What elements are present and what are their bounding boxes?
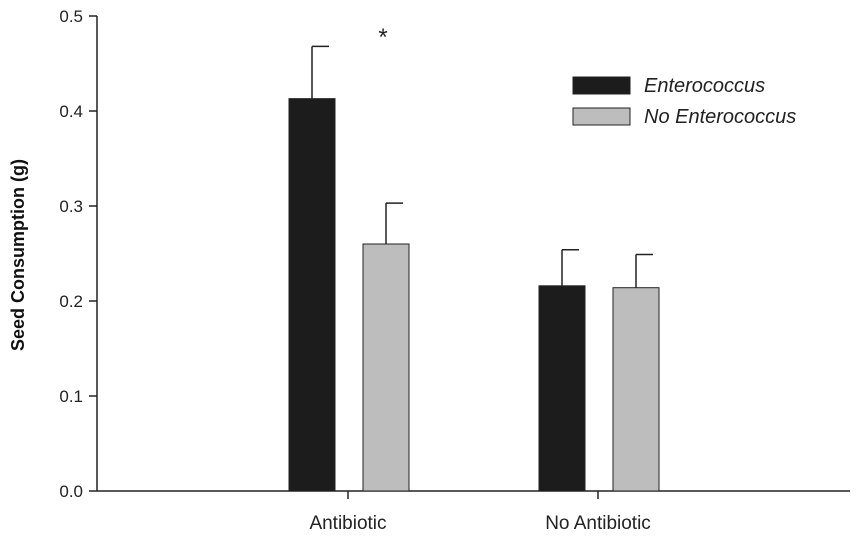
legend: Enterococcus No Enterococcus: [572, 75, 796, 128]
bar-enterococcus-no-antibiotic: [538, 285, 586, 492]
bar-no-enterococcus-antibiotic: [362, 243, 410, 492]
x-tick-label: Antibiotic: [309, 513, 386, 534]
x-tick-label: No Antibiotic: [545, 513, 651, 534]
y-tick-label: 0.3: [59, 197, 83, 216]
y-axis-title: Seed Consumption (g): [8, 159, 28, 351]
legend-swatch: [572, 76, 631, 95]
y-tick-label: 0.4: [59, 102, 83, 121]
axes: 0.0 0.1 0.2 0.3 0.4 0.5 Antibiotic No Antibioti…: [59, 7, 850, 534]
y-tick-label: 0.1: [59, 387, 83, 406]
y-tick-label: 0.0: [59, 482, 83, 501]
bar-no-enterococcus-no-antibiotic: [612, 287, 660, 492]
y-tick-label: 0.2: [59, 292, 83, 311]
bars: [288, 45, 660, 492]
legend-label: Enterococcus: [644, 75, 765, 97]
legend-label: No Enterococcus: [644, 106, 796, 128]
legend-swatch: [572, 107, 631, 126]
y-tick-label: 0.5: [59, 7, 83, 26]
bar-enterococcus-antibiotic: [288, 98, 336, 492]
significance-asterisk: *: [378, 24, 387, 51]
